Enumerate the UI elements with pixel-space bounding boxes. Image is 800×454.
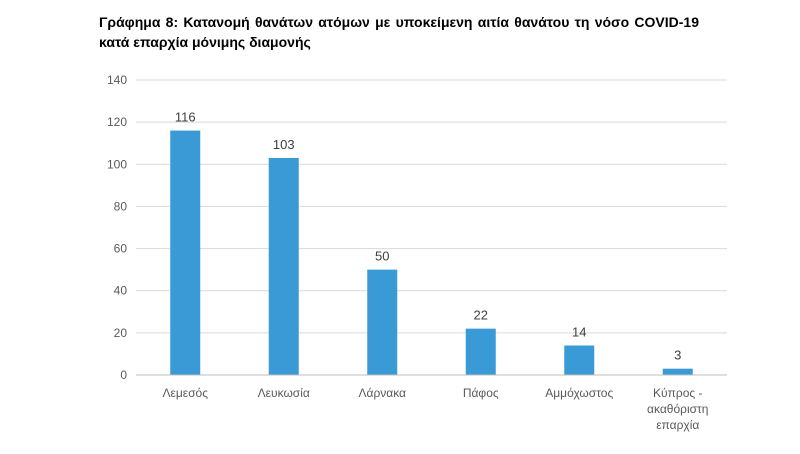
bar [367, 269, 398, 375]
bar [662, 368, 693, 375]
y-axis-ticks: 0 20 40 60 80 100 120 140 [107, 73, 127, 382]
bar [268, 157, 299, 375]
bars [170, 130, 693, 375]
data-label: 103 [273, 137, 295, 152]
data-labels: 116 103 50 22 14 3 [175, 110, 681, 363]
chart-title: Γράφημα 8: Κατανομή θανάτων ατόμων με υπ… [99, 14, 699, 50]
x-tick-label: Πάφος [463, 386, 499, 400]
x-tick-label: Λευκωσία [258, 386, 310, 400]
bar [564, 345, 595, 375]
gridlines [136, 79, 727, 334]
x-tick-label: Λάρνακα [358, 386, 406, 400]
y-tick-label: 40 [114, 284, 128, 298]
bar [465, 328, 496, 375]
y-tick-label: 0 [120, 368, 127, 382]
bar [170, 130, 201, 375]
y-tick-label: 100 [107, 157, 127, 171]
x-axis-ticks: Λεμεσός Λευκωσία Λάρνακα Πάφος Αμμόχωστος Κύπ… [163, 386, 709, 432]
data-label: 22 [474, 308, 488, 323]
y-tick-label: 140 [107, 73, 127, 87]
data-label: 14 [572, 325, 586, 340]
x-tick-label: Κύπρος -ακαθόριστη επαρχία [647, 386, 708, 432]
y-tick-label: 60 [114, 242, 128, 256]
y-tick-label: 20 [114, 326, 128, 340]
data-label: 116 [175, 110, 196, 125]
y-tick-label: 80 [114, 199, 128, 213]
data-label: 50 [375, 249, 389, 264]
y-tick-label: 120 [107, 115, 127, 129]
x-tick-label: Αμμόχωστος [545, 386, 613, 400]
x-tick-label: Λεμεσός [163, 386, 209, 400]
data-label: 3 [674, 348, 681, 363]
